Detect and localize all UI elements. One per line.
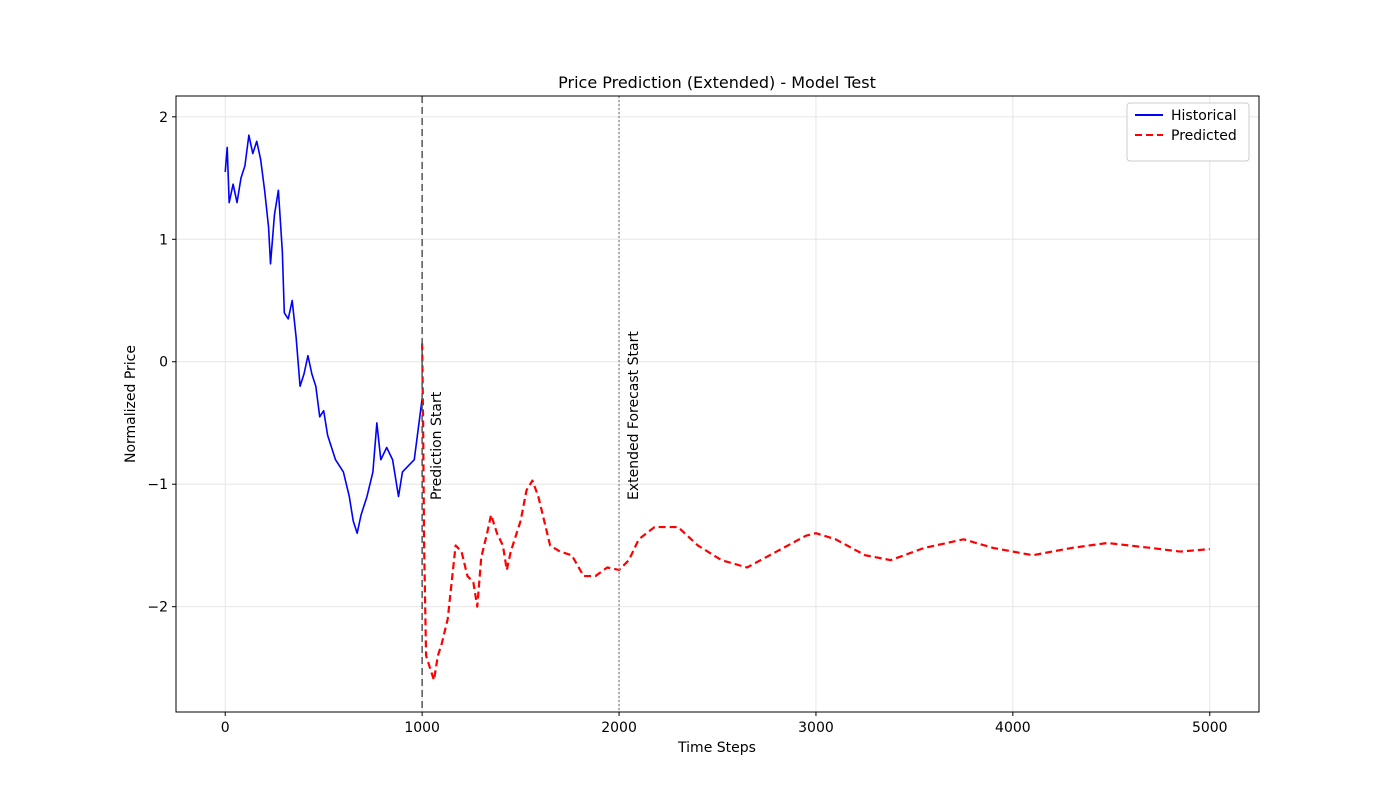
legend-label: Predicted <box>1171 128 1237 144</box>
x-tick-label: 5000 <box>1192 720 1228 736</box>
x-tick-label: 0 <box>221 720 230 736</box>
y-axis-label: Normalized Price <box>123 345 139 463</box>
y-tick-label: −1 <box>147 477 168 493</box>
x-axis-label: Time Steps <box>677 740 756 756</box>
x-tick-label: 3000 <box>798 720 834 736</box>
x-tick-label: 1000 <box>404 720 440 736</box>
chart-title: Price Prediction (Extended) - Model Test <box>558 73 876 92</box>
reference-label: Extended Forecast Start <box>626 331 642 500</box>
y-tick-label: 2 <box>159 110 168 126</box>
plot-area: 0 1000 2000 3000 4000 5000 −2 −1 0 1 2 Prediction S… <box>147 96 1259 736</box>
series-line <box>224 134 423 534</box>
axes-frame <box>175 95 1260 713</box>
reference-label: Prediction Start <box>429 391 445 500</box>
series-line <box>421 343 1210 682</box>
legend-box <box>1126 102 1250 162</box>
y-tick-label: 1 <box>159 232 168 248</box>
y-tick-label: −2 <box>147 600 168 616</box>
x-tick-label: 2000 <box>601 720 637 736</box>
legend-label: Historical <box>1171 108 1237 124</box>
x-tick-label: 4000 <box>995 720 1031 736</box>
y-tick-label: 0 <box>159 355 168 371</box>
